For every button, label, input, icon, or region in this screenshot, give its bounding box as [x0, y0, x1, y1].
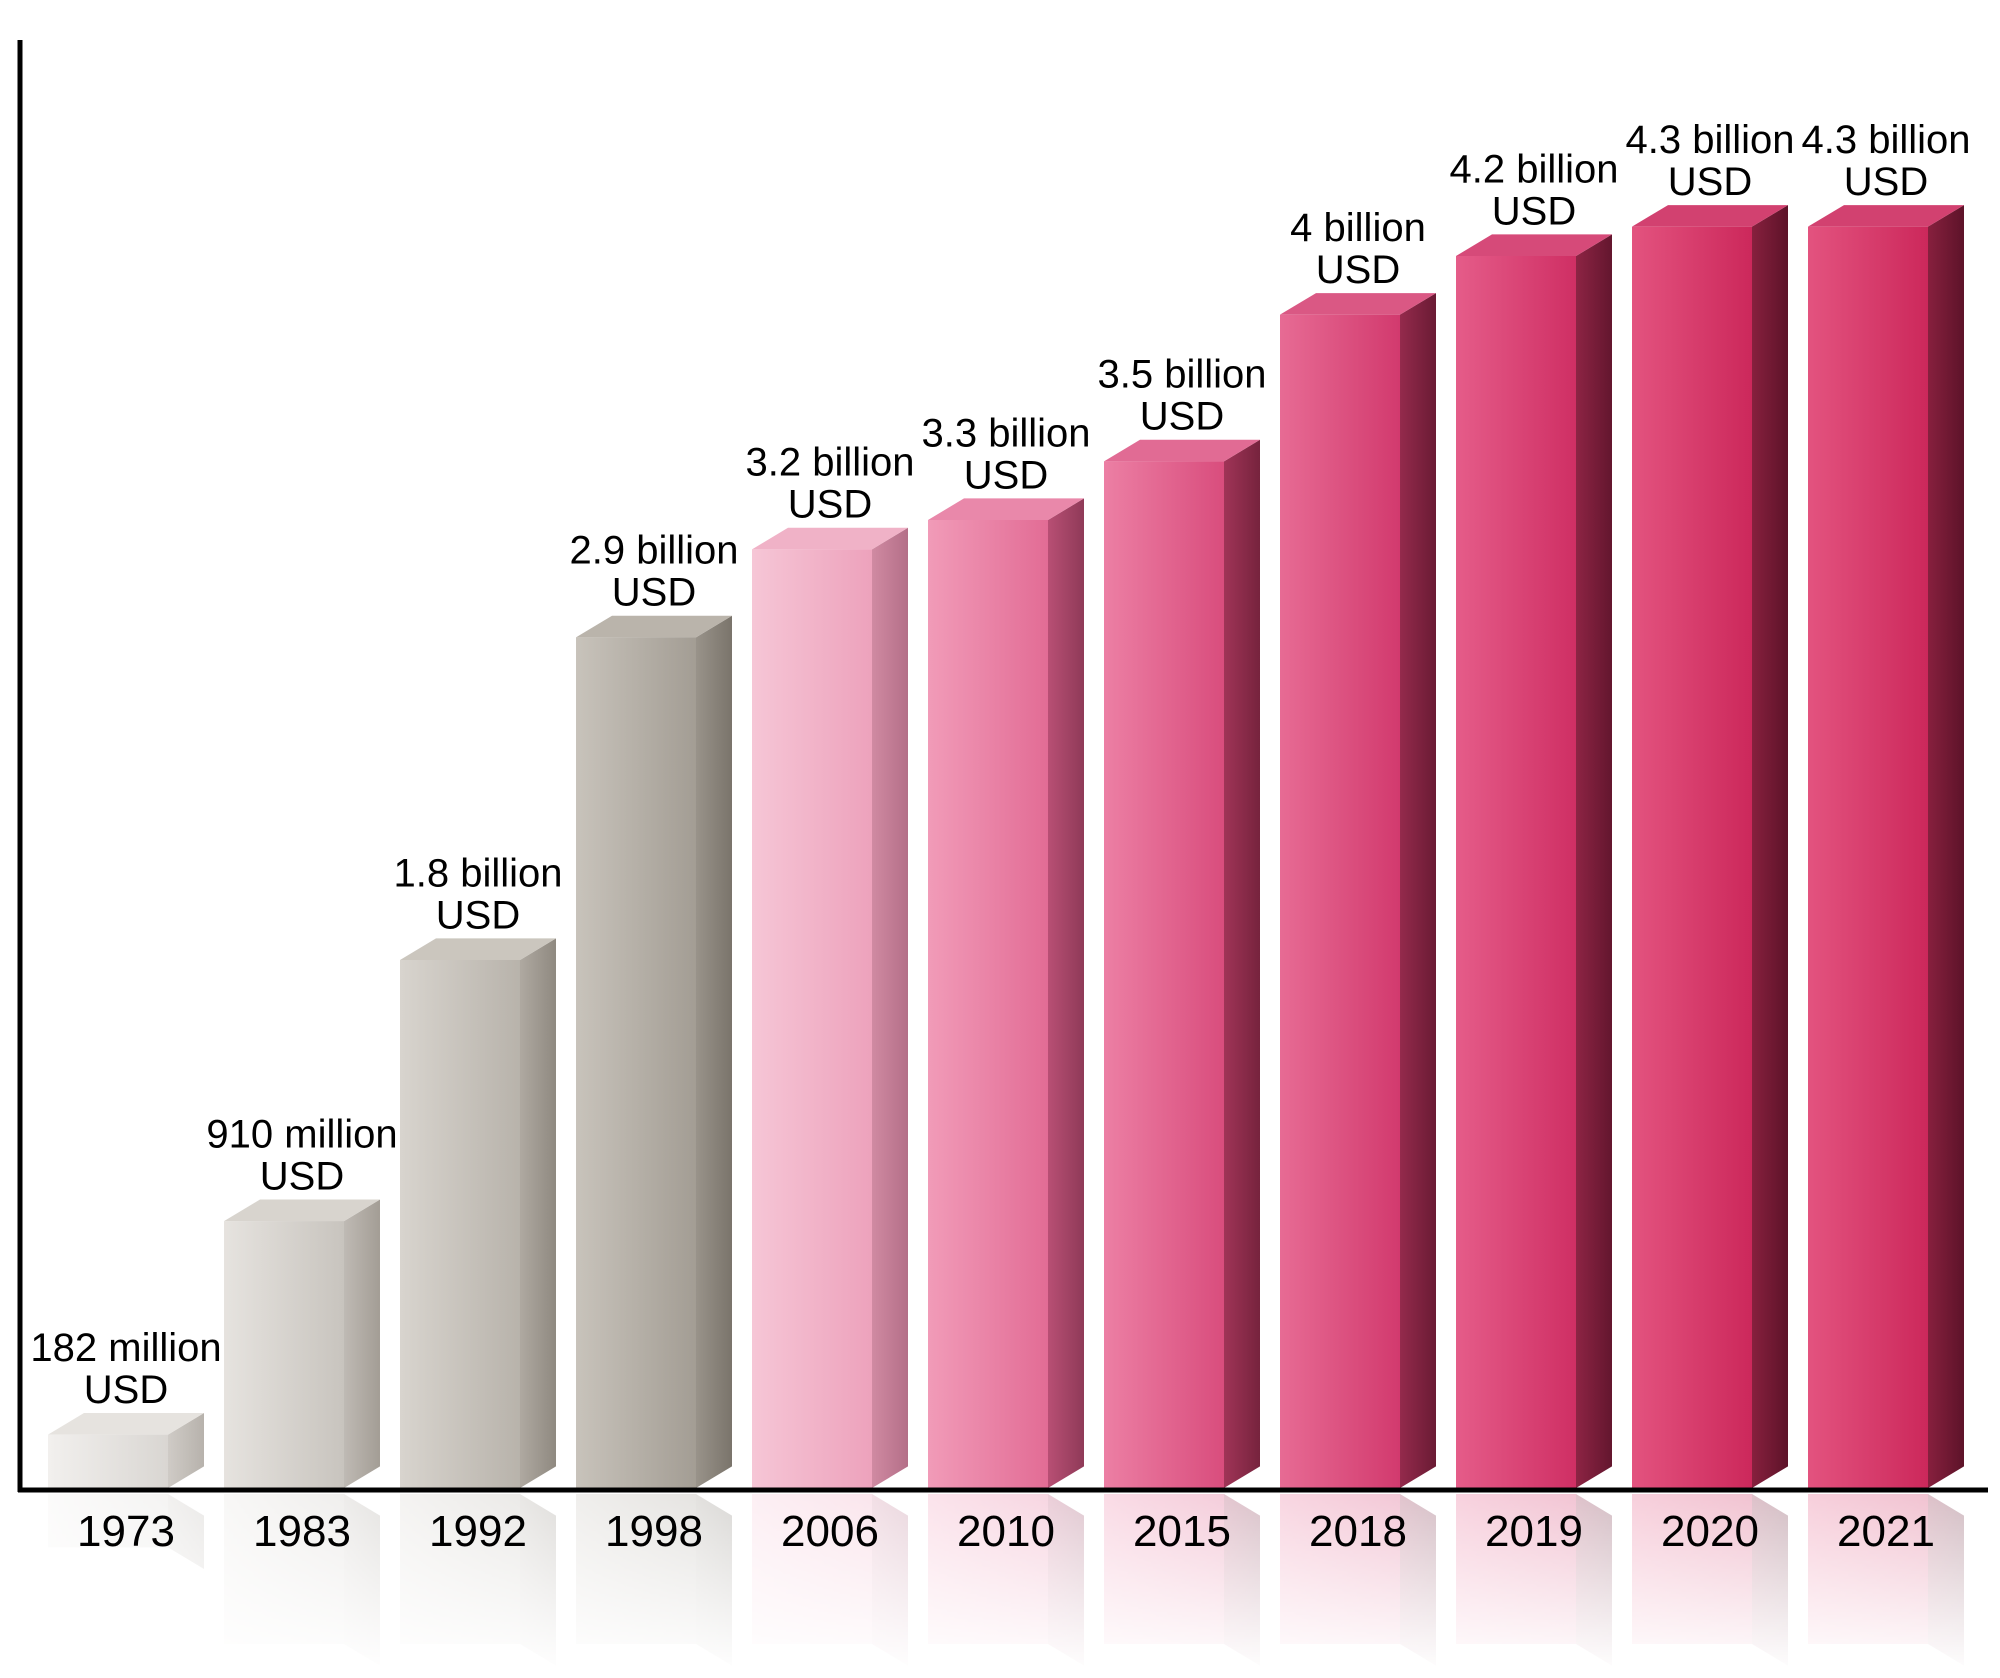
bar-year-label: 2015 — [1133, 1507, 1231, 1556]
bar-value-label-line2: USD — [964, 453, 1048, 497]
bar-side — [1576, 234, 1612, 1488]
bar-front — [752, 549, 872, 1488]
chart-svg: 182 millionUSD1973910 millionUSD19831.8 … — [0, 0, 2000, 1678]
bar-chart-3d: 182 millionUSD1973910 millionUSD19831.8 … — [0, 0, 2000, 1678]
bar-front — [224, 1221, 344, 1488]
bar-year-label: 1992 — [429, 1507, 527, 1556]
bars-group: 182 millionUSD1973910 millionUSD19831.8 … — [30, 118, 1970, 1556]
bar-value-label-line1: 910 million — [206, 1112, 397, 1156]
bar-side — [1224, 440, 1260, 1488]
bar-value-label-line2: USD — [260, 1154, 344, 1198]
bar-value-label-line2: USD — [612, 571, 696, 615]
bar-value-label-line1: 4.3 billion — [1625, 118, 1794, 162]
bar-side — [1752, 205, 1788, 1488]
bar-front — [1104, 461, 1224, 1488]
bar-year-label: 2006 — [781, 1507, 879, 1556]
bar-value-label-line1: 3.5 billion — [1097, 353, 1266, 397]
bar-front — [1456, 256, 1576, 1488]
bar-side — [344, 1199, 380, 1488]
bar-year-label: 1973 — [77, 1507, 175, 1556]
bar-value-label-line1: 182 million — [30, 1326, 221, 1370]
bar-front — [1632, 227, 1752, 1488]
bar-value-label-line2: USD — [436, 893, 520, 937]
bar-value-label-line1: 4.2 billion — [1449, 147, 1618, 191]
bar-year-label: 2018 — [1309, 1507, 1407, 1556]
bar-value-label-line1: 4 billion — [1290, 206, 1426, 250]
bar-value-label-line1: 3.2 billion — [745, 441, 914, 485]
bar-year-label: 1998 — [605, 1507, 703, 1556]
bar-front — [1808, 227, 1928, 1488]
bar-value-label-line1: 4.3 billion — [1801, 118, 1970, 162]
bar-side — [1400, 293, 1436, 1488]
bar-front — [400, 960, 520, 1488]
bar-side — [696, 616, 732, 1488]
bar-front — [576, 637, 696, 1488]
bar-side — [520, 938, 556, 1488]
bar-value-label-line2: USD — [84, 1368, 168, 1412]
bar-side — [1928, 205, 1964, 1488]
bar-value-label-line1: 3.3 billion — [921, 411, 1090, 455]
bar-front — [928, 520, 1048, 1488]
bar-side — [872, 528, 908, 1488]
bar-value-label-line2: USD — [788, 483, 872, 527]
bar-year-label: 2021 — [1837, 1507, 1935, 1556]
bar-value-label-line2: USD — [1316, 248, 1400, 292]
bar-year-label: 2020 — [1661, 1507, 1759, 1556]
bar-value-label-line2: USD — [1492, 189, 1576, 233]
bar-value-label-line2: USD — [1140, 395, 1224, 439]
bar-year-label: 1983 — [253, 1507, 351, 1556]
bar-value-label-line1: 2.9 billion — [569, 529, 738, 573]
bar-value-label-line1: 1.8 billion — [393, 851, 562, 895]
bar-value-label-line2: USD — [1844, 160, 1928, 204]
bar-year-label: 2010 — [957, 1507, 1055, 1556]
bar-value-label-line2: USD — [1668, 160, 1752, 204]
bar-front — [1280, 315, 1400, 1488]
bar-side — [1048, 498, 1084, 1488]
bar-year-label: 2019 — [1485, 1507, 1583, 1556]
bar-front — [48, 1435, 168, 1488]
